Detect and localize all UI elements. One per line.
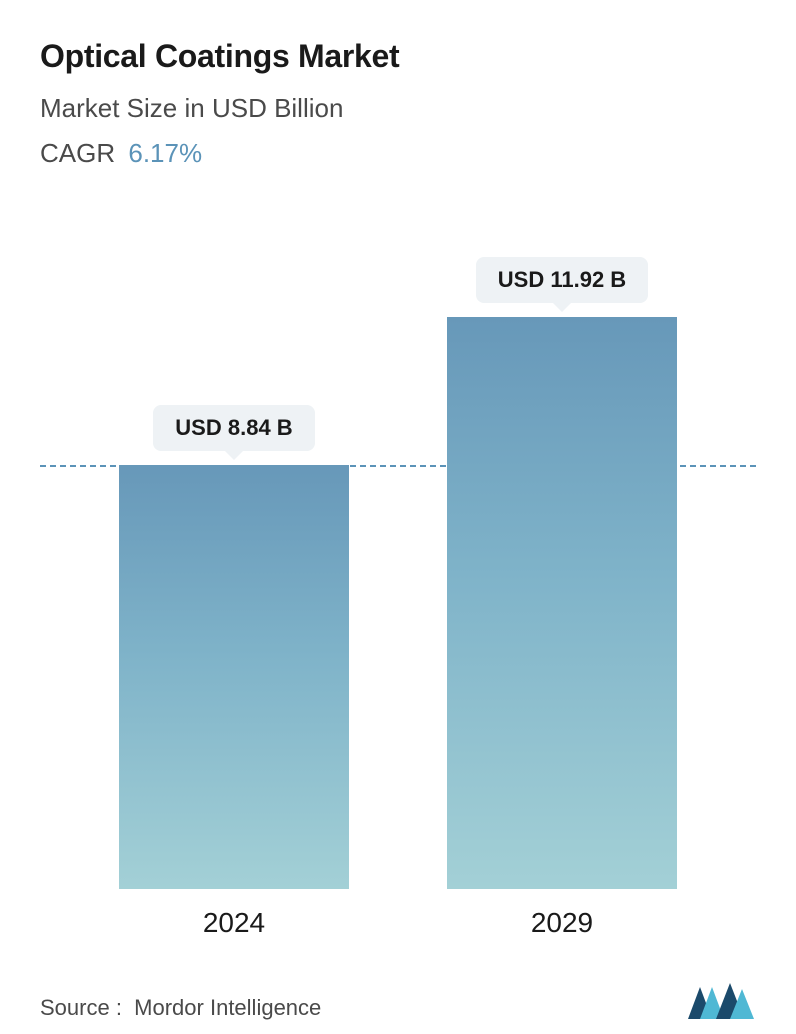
source-name: Mordor Intelligence (134, 995, 321, 1020)
logo-icon (686, 979, 756, 1021)
brand-logo (686, 979, 756, 1021)
bar-group-1: USD 11.92 B (432, 257, 692, 889)
value-label-1: USD 11.92 B (476, 257, 648, 303)
cagr-value: 6.17% (128, 138, 202, 168)
chart-area: USD 8.84 B USD 11.92 B 2024 2029 (40, 219, 756, 939)
source-text: Source : Mordor Intelligence (40, 995, 321, 1021)
cagr-label: CAGR (40, 138, 115, 168)
cagr-line: CAGR 6.17% (40, 138, 756, 169)
x-axis-label-1: 2029 (432, 907, 692, 939)
x-axis: 2024 2029 (40, 889, 756, 939)
bar-group-0: USD 8.84 B (104, 405, 364, 889)
x-axis-label-0: 2024 (104, 907, 364, 939)
value-label-0: USD 8.84 B (153, 405, 314, 451)
chart-title: Optical Coatings Market (40, 38, 756, 75)
footer: Source : Mordor Intelligence (40, 949, 756, 1021)
bars-wrapper: USD 8.84 B USD 11.92 B (40, 219, 756, 889)
bar-0 (119, 465, 349, 889)
chart-container: Optical Coatings Market Market Size in U… (0, 0, 796, 1034)
chart-plot: USD 8.84 B USD 11.92 B (40, 219, 756, 889)
source-label: Source : (40, 995, 122, 1020)
bar-1 (447, 317, 677, 889)
chart-subtitle: Market Size in USD Billion (40, 93, 756, 124)
